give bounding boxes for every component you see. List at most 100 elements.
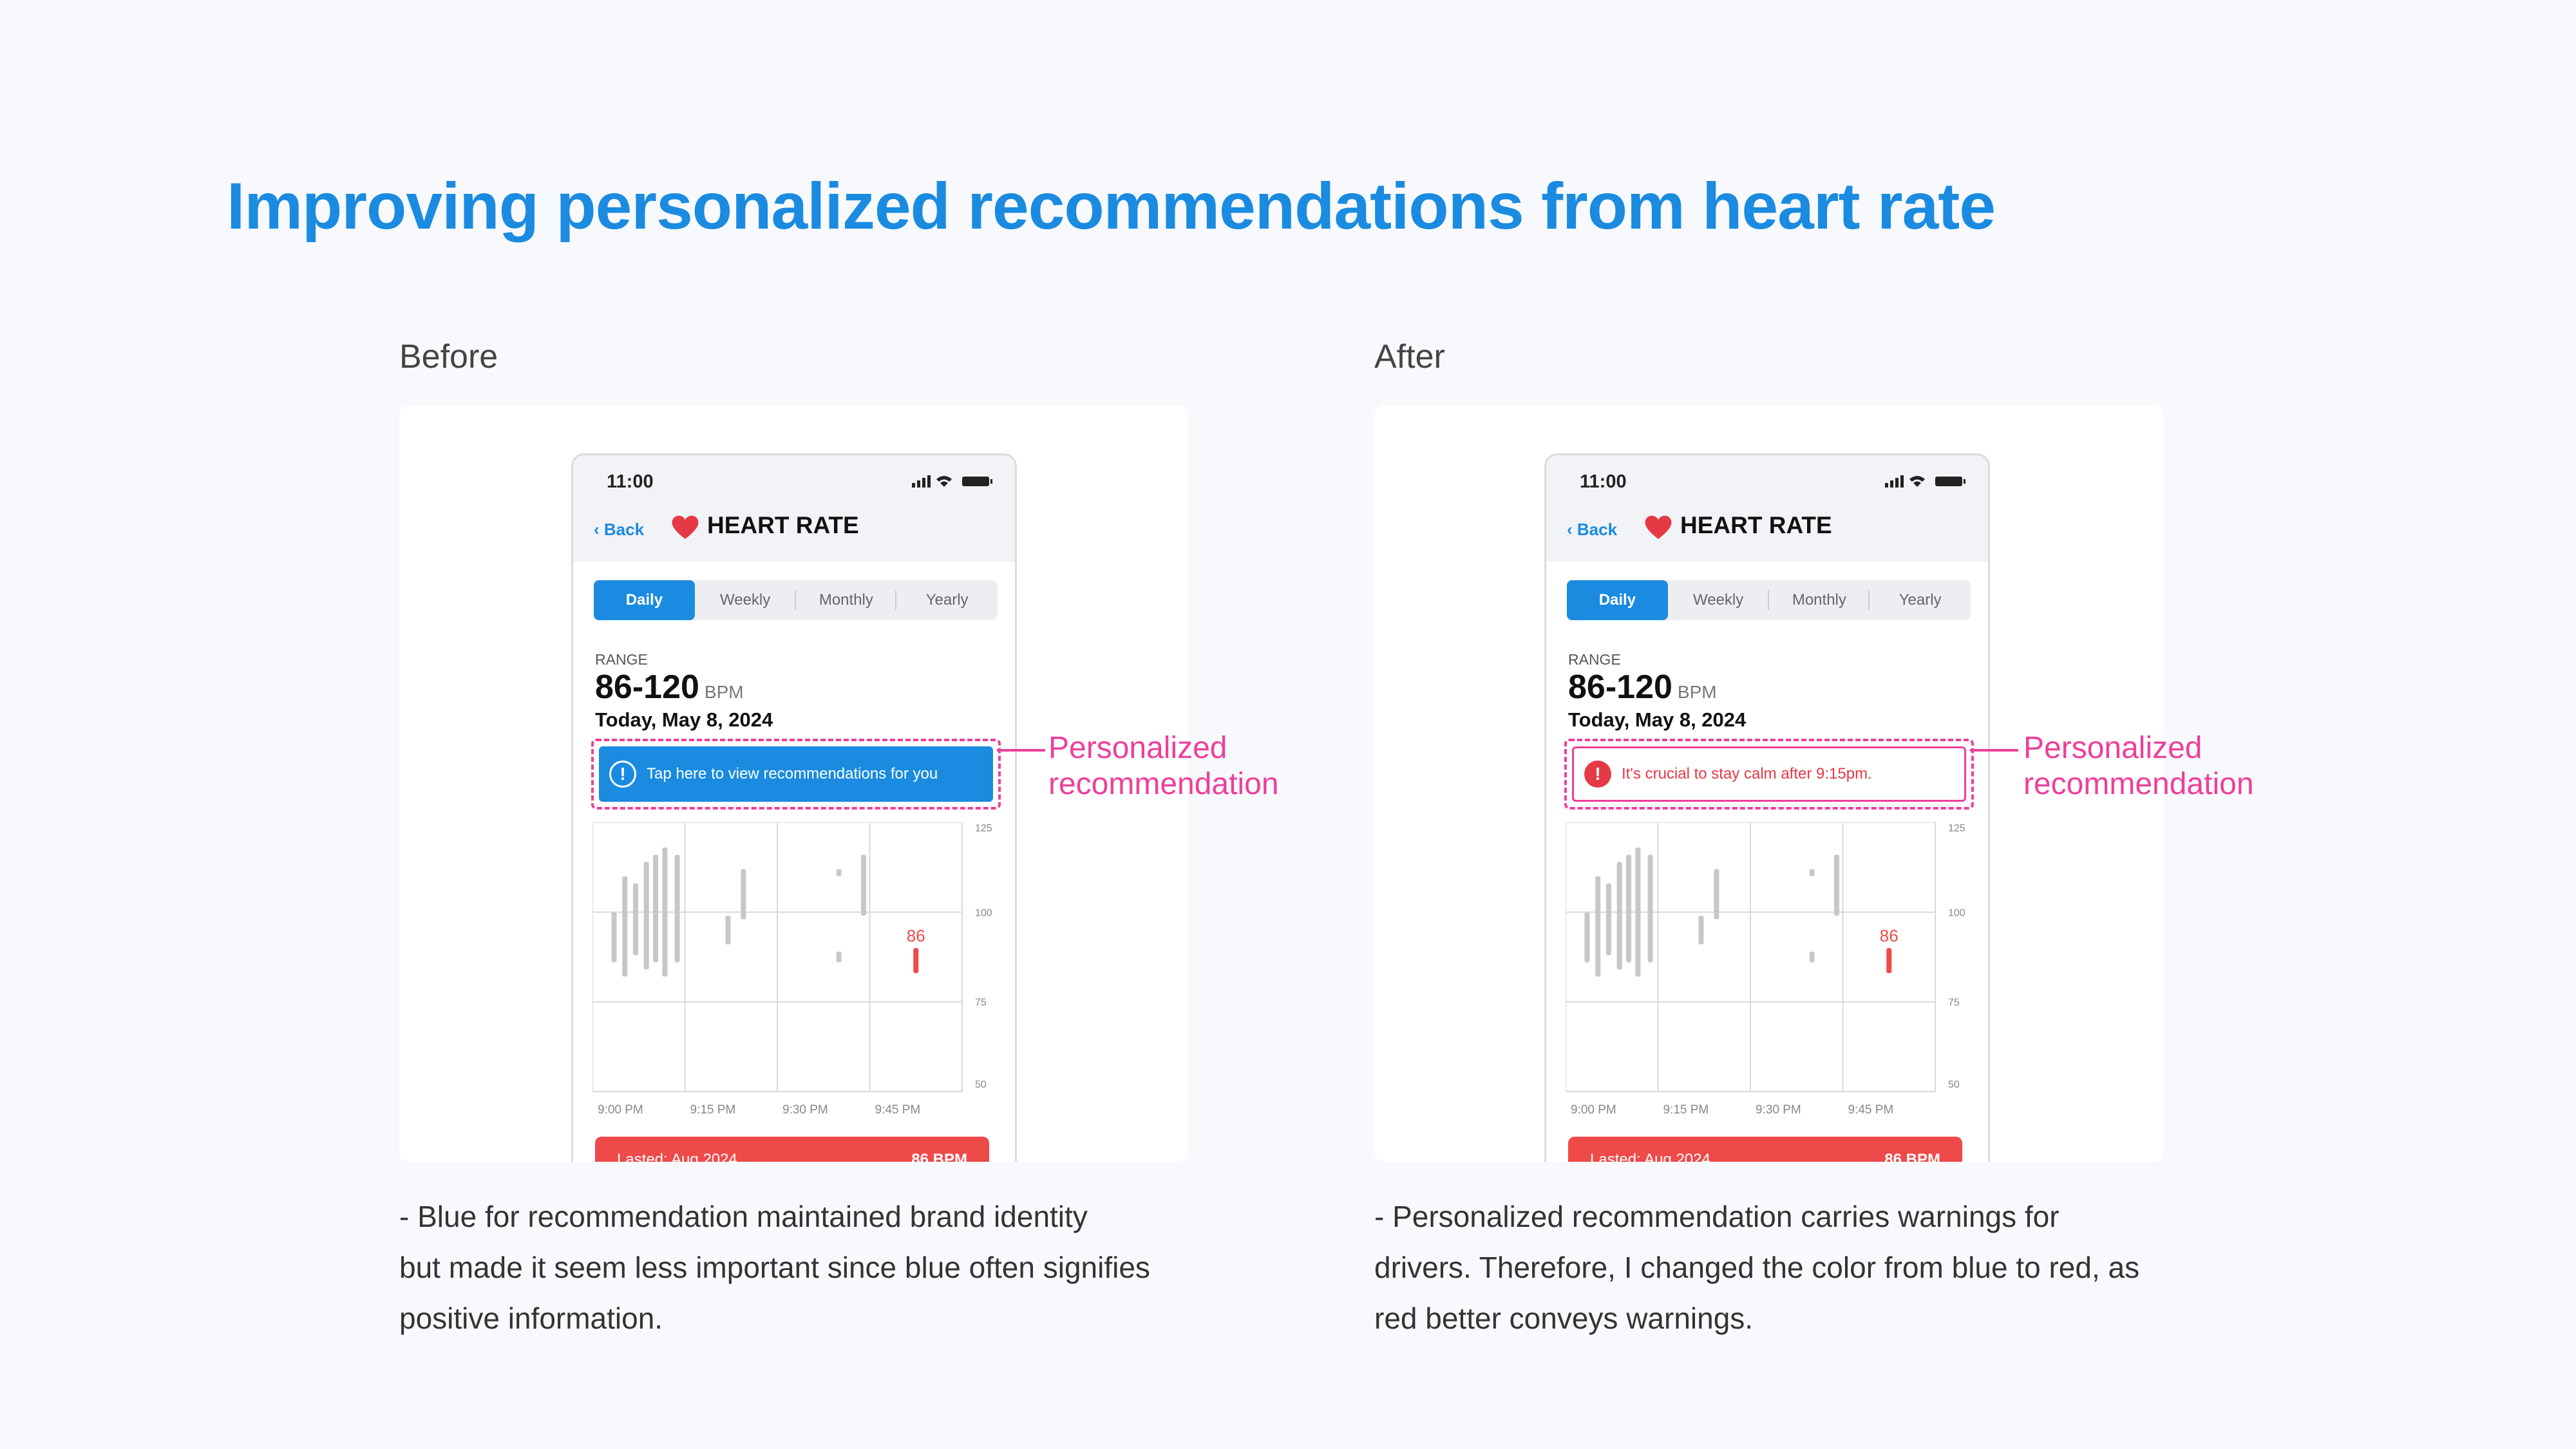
range-bar [860,855,866,916]
annotation-label: Personalized recommendation [2023,731,2254,801]
tab-daily[interactable]: Daily [594,580,695,620]
back-button[interactable]: ‹ Back [1567,520,1618,539]
range-value: 86-120 BPM [1568,668,1717,706]
page-title: Improving personalized recommendations f… [227,169,1996,243]
heart-rate-chart: 125 100 75 50 9:00 PM 9:15 PM 9:30 PM 9:45 PM 86 [592,822,992,1117]
range-unit: BPM [1677,682,1717,702]
y-tick-label: 75 [975,998,987,1009]
range-bar [1647,855,1653,963]
range-bar [622,876,628,977]
highlight-value-label: 86 [1880,926,1899,945]
range-bar [653,855,659,963]
heart-icon [1645,515,1672,539]
range-bar [1595,876,1601,977]
signal-icon [912,483,915,488]
range-bar [1809,869,1815,876]
alert-icon: ! [609,761,636,788]
range-bar [1698,915,1704,945]
range-bar [1584,912,1590,963]
recommendation-text: It's crucial to stay calm after 9:15pm. [1622,765,1872,782]
back-label: Back [1577,520,1618,539]
annotation-connector [1970,749,2018,752]
range-bar [836,869,842,876]
tab-yearly[interactable]: Yearly [925,591,969,609]
tab-weekly[interactable]: Weekly [695,580,796,620]
latest-label: Lasted: Aug 2024 [1590,1151,1710,1162]
recommendation-text: Tap here to view recommendations for you [647,765,938,782]
tab-weekly[interactable]: Weekly [1668,580,1769,620]
tab-monthly[interactable]: Monthly [1769,580,1870,620]
phone-mockup: 11:00 ‹ Back HEART RATE Daily Weekly Mon… [571,453,1017,1162]
latest-reading-bar[interactable]: Lasted: Aug 2024 86 BPM [1568,1137,1962,1162]
range-bar [1605,883,1611,956]
range-bar [1714,869,1719,920]
range-bar [1809,951,1815,963]
range-bar [1886,948,1892,974]
heart-rate-chart: 125 100 75 50 9:00 PM 9:15 PM 9:30 PM 9:45 PM 86 [1566,822,1965,1117]
x-tick-label: 9:00 PM [598,1103,643,1117]
back-button[interactable]: ‹ Back [594,520,645,539]
y-tick-label: 50 [975,1079,987,1090]
range-unit: BPM [704,682,744,702]
range-bar [662,848,668,977]
annotation-connector [997,749,1045,752]
after-card: 11:00 ‹ Back HEART RATE Daily Weekly Mon… [1374,406,2163,1162]
back-label: Back [603,520,645,539]
y-tick-label: 125 [975,823,992,834]
latest-value: 86 BPM [911,1151,967,1162]
range-bar [1635,848,1641,977]
before-card: 11:00 ‹ Back HEART RATE Daily Weekly Mon… [399,406,1188,1162]
range-bar [632,883,638,956]
before-label: Before [399,338,498,375]
screen-title: HEART RATE [1645,512,1832,539]
wifi-icon [1909,476,1925,487]
range-bar [674,855,680,963]
tab-daily[interactable]: Daily [1567,580,1668,620]
recommendation-highlight: ! Tap here to view recommendations for y… [591,739,1001,810]
alert-icon: ! [1584,761,1611,788]
x-tick-label: 9:30 PM [1756,1103,1801,1117]
x-tick-label: 9:30 PM [782,1103,828,1117]
signal-icon [1885,483,1888,488]
status-icons [1885,475,1965,488]
x-tick-label: 9:15 PM [690,1103,736,1117]
y-tick-label: 100 [975,907,992,918]
range-label: RANGE [595,651,648,668]
range-bar [643,862,649,970]
tab-monthly[interactable]: Monthly [796,580,897,620]
status-time: 11:00 [607,471,654,492]
range-bar [1616,862,1622,970]
recommendation-banner[interactable]: ! It's crucial to stay calm after 9:15pm… [1572,746,1966,802]
y-tick-label: 100 [1948,907,1965,918]
latest-label: Lasted: Aug 2024 [617,1151,737,1162]
after-description: - Personalized recommendation carries wa… [1374,1200,2140,1335]
y-tick-label: 75 [1948,998,1960,1009]
latest-value: 86 BPM [1884,1151,1940,1162]
recommendation-banner[interactable]: ! Tap here to view recommendations for y… [599,746,993,802]
tab-yearly[interactable]: Yearly [1899,591,1942,609]
range-value: 86-120 BPM [595,668,744,706]
x-tick-label: 9:45 PM [875,1103,921,1117]
wifi-icon [936,476,952,487]
phone-header: 11:00 ‹ Back HEART RATE [1546,455,1988,562]
battery-icon [962,477,989,486]
before-description: - Blue for recommendation maintained bra… [399,1200,1150,1335]
period-tabs: Daily Weekly Monthly Yearly [594,580,998,620]
date-label: Today, May 8, 2024 [1568,708,1747,731]
status-time: 11:00 [1580,471,1627,492]
range-label: RANGE [1568,651,1621,668]
battery-icon [1935,477,1962,486]
x-tick-label: 9:00 PM [1571,1103,1616,1117]
x-tick-label: 9:45 PM [1848,1103,1894,1117]
recommendation-highlight: ! It's crucial to stay calm after 9:15pm… [1564,739,1974,810]
latest-reading-bar[interactable]: Lasted: Aug 2024 86 BPM [595,1137,989,1162]
phone-header: 11:00 ‹ Back HEART RATE [573,455,1015,562]
phone-mockup: 11:00 ‹ Back HEART RATE Daily Weekly Mon… [1544,453,1990,1162]
range-bar [725,915,731,945]
screen-title: HEART RATE [672,512,859,539]
annotation-label: Personalized recommendation [1048,731,1279,801]
range-bar [1626,855,1632,963]
y-tick-label: 50 [1948,1079,1960,1090]
y-tick-label: 125 [1948,823,1965,834]
range-bar [741,869,746,920]
